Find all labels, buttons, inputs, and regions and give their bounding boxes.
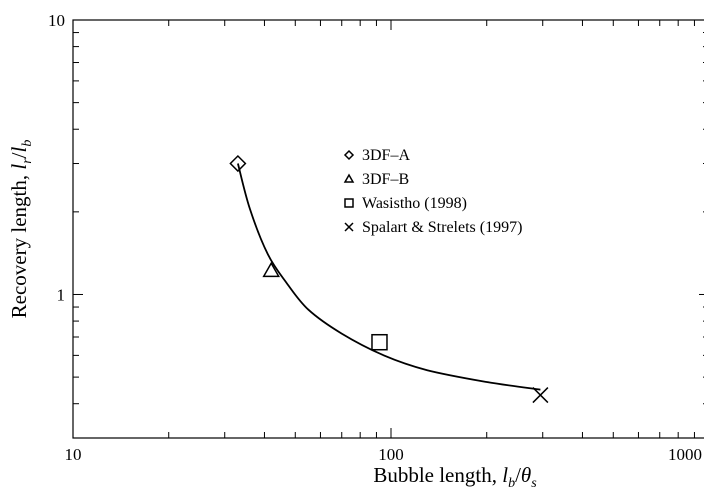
data-point-triangle [262,261,280,278]
legend: 3DF–A 3DF–B Wasistho (1998) Spalart & Strel… [343,147,522,236]
data-point-cross [532,387,549,404]
data-point-square [371,333,388,351]
legend-label: 3DF–A [362,147,410,164]
x-tick-label: 100 [378,445,404,464]
legend-label: 3DF–B [362,171,409,188]
fit-curve [237,163,541,391]
x-tick-label: 10 [65,445,82,464]
legend-label: Wasistho (1998) [362,195,467,212]
legend-marker-triangle [343,173,355,183]
legend-marker-square [344,198,354,208]
y-tick-label: 1 [57,285,66,304]
y-tick-label: 10 [48,11,65,30]
x-axis-title: Bubble length, lb/θs [373,463,537,491]
data-point-diamond [229,154,247,173]
y-axis-title: Recovery length, lr/lb [7,140,35,319]
data-markers [229,154,549,404]
legend-marker-cross [344,222,354,232]
axis-tick-labels: 10 100 1000 1 10 [48,11,702,464]
legend-marker-diamond [343,149,355,161]
axis-ticks [72,19,704,439]
legend-label: Spalart & Strelets (1997) [362,219,522,236]
x-tick-label: 1000 [668,445,702,464]
